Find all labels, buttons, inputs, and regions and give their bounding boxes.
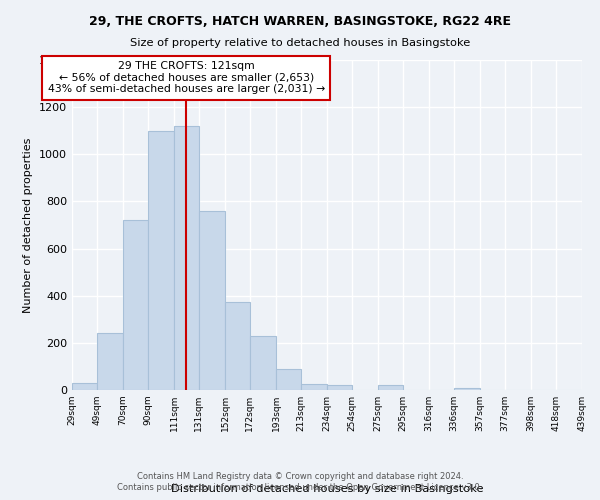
Text: Contains public sector information licensed under the Open Government Licence v3: Contains public sector information licen… <box>118 484 482 492</box>
Bar <box>250 336 276 390</box>
X-axis label: Distribution of detached houses by size in Basingstoke: Distribution of detached houses by size … <box>171 484 483 494</box>
Y-axis label: Number of detached properties: Number of detached properties <box>23 138 34 312</box>
Bar <box>327 386 352 390</box>
Bar <box>454 388 480 390</box>
Bar <box>123 220 148 390</box>
Bar <box>174 126 199 390</box>
Bar <box>148 130 174 390</box>
Bar <box>378 386 403 390</box>
Text: 29, THE CROFTS, HATCH WARREN, BASINGSTOKE, RG22 4RE: 29, THE CROFTS, HATCH WARREN, BASINGSTOK… <box>89 15 511 28</box>
Bar <box>199 211 225 390</box>
Bar <box>97 334 123 390</box>
Bar <box>276 369 301 390</box>
Bar <box>225 302 250 390</box>
Text: Contains HM Land Registry data © Crown copyright and database right 2024.: Contains HM Land Registry data © Crown c… <box>137 472 463 481</box>
Bar <box>301 384 327 390</box>
Bar <box>72 383 97 390</box>
Text: 29 THE CROFTS: 121sqm
← 56% of detached houses are smaller (2,653)
43% of semi-d: 29 THE CROFTS: 121sqm ← 56% of detached … <box>48 61 325 94</box>
Text: Size of property relative to detached houses in Basingstoke: Size of property relative to detached ho… <box>130 38 470 48</box>
